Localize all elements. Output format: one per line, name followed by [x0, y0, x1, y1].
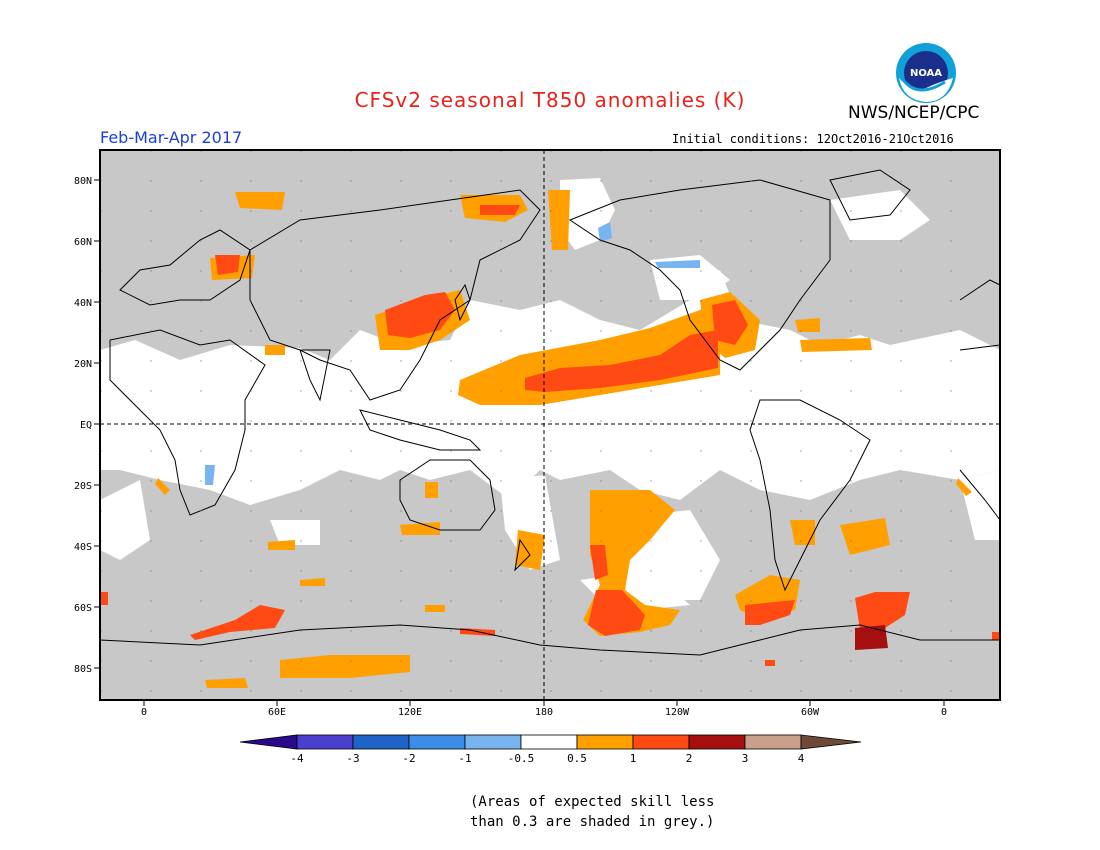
- colorbar-cell: [744, 734, 802, 750]
- colorbar-cell: [352, 734, 410, 750]
- colorbar-tick-label: 4: [798, 752, 805, 765]
- lon-label: 180: [535, 707, 553, 718]
- colorbar-tick-label: -1: [458, 752, 471, 765]
- colorbar-cell: [464, 734, 522, 750]
- lat-label: 20S: [74, 481, 92, 492]
- colorbar-cell: [408, 734, 466, 750]
- colorbar: -4 -3 -2 -1 -0.5 0.5 1 2 3 4: [239, 734, 862, 765]
- colorbar-cell: [520, 734, 578, 750]
- org-label: NWS/NCEP/CPC: [848, 103, 980, 123]
- skill-note-line1: (Areas of expected skill less: [470, 794, 715, 810]
- colorbar-arrow-left: [239, 734, 298, 750]
- noaa-logo: NOAA: [896, 43, 956, 103]
- colorbar-cell: [296, 734, 354, 750]
- season-label: Feb-Mar-Apr 2017: [100, 128, 243, 147]
- skill-note: (Areas of expected skill less than 0.3 a…: [470, 792, 714, 832]
- lat-label: EQ: [80, 420, 92, 431]
- map-title: CFSv2 seasonal T850 anomalies (K): [354, 88, 746, 112]
- colorbar-tick-label: 2: [686, 752, 693, 765]
- lon-label: 60E: [268, 707, 286, 718]
- lat-label: 20N: [74, 359, 92, 370]
- map-frame: [99, 149, 1001, 701]
- colorbar-tick-label: -2: [402, 752, 415, 765]
- lat-label: 60S: [74, 603, 92, 614]
- colorbar-tick-label: -0.5: [508, 752, 535, 765]
- initial-conditions-label: Initial conditions: 12Oct2016-21Oct2016: [672, 132, 954, 146]
- colorbar-cell: [632, 734, 690, 750]
- lat-label: 40N: [74, 298, 92, 309]
- colorbar-tick-label: 1: [630, 752, 637, 765]
- lon-label: 120E: [398, 707, 422, 718]
- colorbar-cell: [688, 734, 746, 750]
- colorbar-arrow-right: [800, 734, 862, 750]
- lon-label: 0: [941, 707, 947, 718]
- lat-label: 60N: [74, 237, 92, 248]
- lat-label: 40S: [74, 542, 92, 553]
- colorbar-cell: [576, 734, 634, 750]
- colorbar-tick-label: 3: [742, 752, 749, 765]
- lat-label: 80N: [74, 176, 92, 187]
- colorbar-tick-label: 0.5: [567, 752, 587, 765]
- lon-label: 120W: [665, 707, 690, 718]
- colorbar-tick-label: -4: [290, 752, 304, 765]
- colorbar-tick-label: -3: [346, 752, 359, 765]
- noaa-logo-text: NOAA: [910, 68, 942, 79]
- lon-label: 0: [141, 707, 147, 718]
- skill-note-line2: than 0.3 are shaded in grey.): [470, 814, 715, 830]
- lat-label: 80S: [74, 664, 92, 675]
- lon-label: 60W: [801, 707, 820, 718]
